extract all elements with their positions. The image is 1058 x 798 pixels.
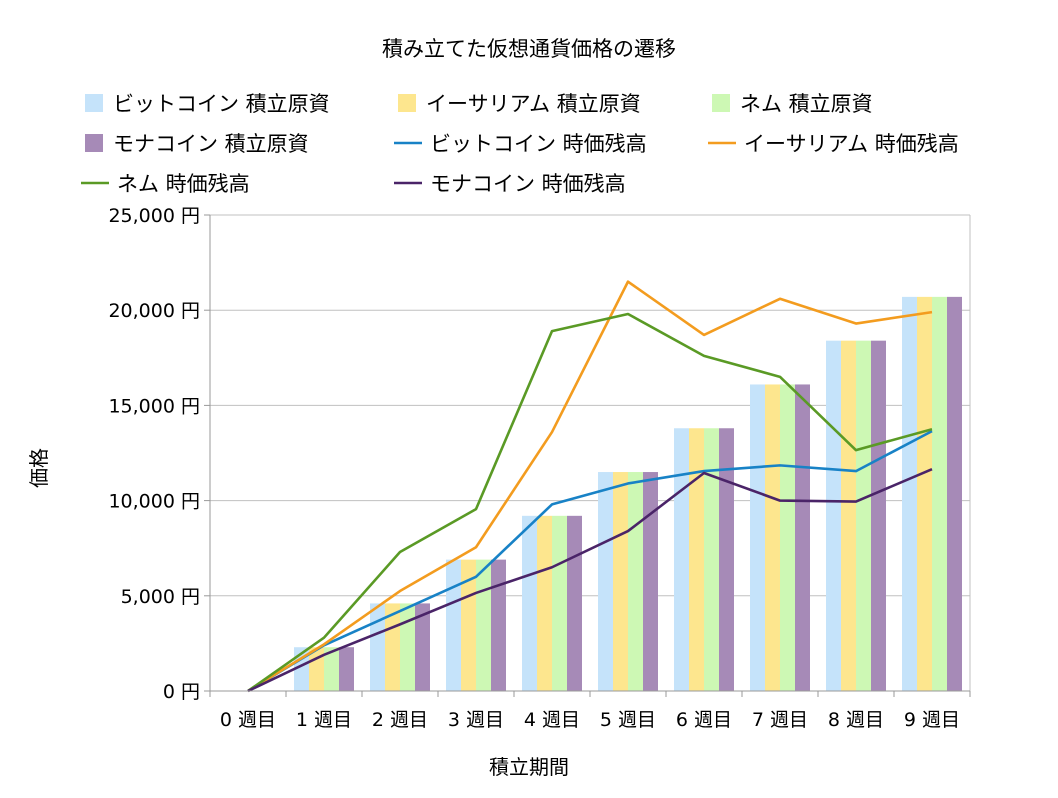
legend-label: ネム 時価残高 [117,172,250,196]
bar [947,296,962,691]
x-tick-label: 4 週目 [524,709,580,731]
legend-swatch [398,94,416,112]
bar [613,472,628,691]
bar [795,384,810,691]
bar [719,428,734,691]
legend-label: モナコイン 積立原資 [113,132,309,156]
bar [415,603,430,691]
bar [674,428,689,691]
bar [689,428,704,691]
y-tick-label: 10,000 円 [108,491,200,513]
bar [309,647,324,691]
x-tick-label: 9 週目 [904,709,960,731]
bar [446,559,461,691]
y-tick-label: 20,000 円 [108,300,200,322]
legend-swatch [85,134,103,152]
x-tick-label: 3 週目 [448,709,504,731]
bar [917,296,932,691]
lines [247,280,933,693]
y-tick-label: 0 円 [163,681,200,703]
x-tick-label: 0 週目 [220,709,276,731]
bar [902,296,917,691]
bar [856,340,871,691]
bar [461,559,476,691]
bar [643,472,658,691]
series-line [247,429,933,693]
bar [780,384,795,691]
series-line [247,280,933,693]
bar [765,384,780,691]
legend-label: イーサリアム 時価残高 [744,132,959,156]
x-axis-label: 積立期間 [489,755,569,779]
bar [750,384,765,691]
bar [324,647,339,691]
bar [370,603,385,691]
bar [567,515,582,691]
bar [339,647,354,691]
bar [400,603,415,691]
bar [628,472,643,691]
series-line [247,467,933,693]
y-axis-label: 価格 [27,448,51,488]
y-tick-label: 5,000 円 [121,586,200,608]
x-tick-label: 6 週目 [676,709,732,731]
x-tick-label: 7 週目 [752,709,808,731]
bars [294,296,962,691]
bar [704,428,719,691]
bar [476,559,491,691]
bar [871,340,886,691]
y-tick-label: 25,000 円 [108,205,200,227]
x-tick-label: 1 週目 [296,709,352,731]
legend-label: ビットコイン 時価残高 [430,132,647,156]
bar [491,559,506,691]
legend-label: モナコイン 時価残高 [430,172,626,196]
legend-label: イーサリアム 積立原資 [426,92,641,116]
chart-title: 積み立てた仮想通貨価格の遷移 [382,37,676,61]
x-tick-label: 5 週目 [600,709,656,731]
bar [537,515,552,691]
bar [294,647,309,691]
bar [598,472,613,691]
x-tick-label: 2 週目 [372,709,428,731]
legend-swatch [85,94,103,112]
bar [826,340,841,691]
bar [522,515,537,691]
x-tick-label: 8 週目 [828,709,884,731]
bar [932,296,947,691]
axes: 0 円 5,000 円 10,000 円 15,000 円 20,000 円 25,000… [108,205,971,731]
y-tick-label: 15,000 円 [108,395,200,417]
bar [552,515,567,691]
legend-label: ビットコイン 積立原資 [113,92,330,116]
legend-swatch [712,94,730,112]
legend-label: ネム 積立原資 [740,92,873,116]
bar [841,340,856,691]
series-line [247,312,933,693]
